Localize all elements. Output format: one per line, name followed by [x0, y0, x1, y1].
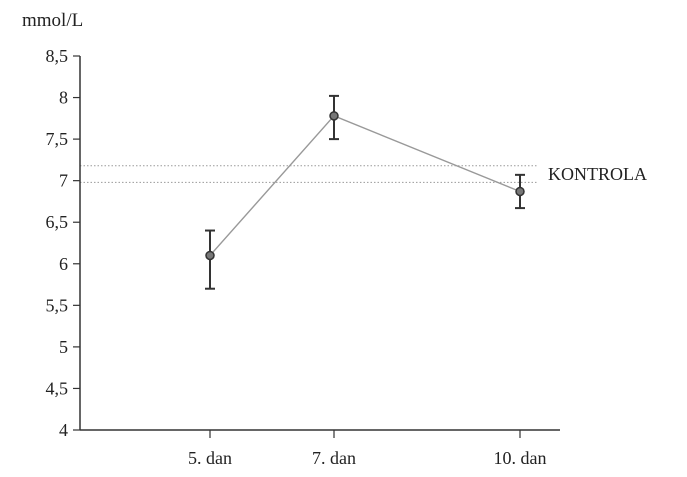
- y-tick-label: 5: [59, 337, 68, 357]
- y-tick-label: 4: [59, 420, 68, 440]
- x-tick-label: 5. dan: [188, 448, 232, 468]
- data-point: [205, 250, 215, 261]
- y-tick-label: 5,5: [46, 295, 69, 315]
- y-tick-label: 4,5: [46, 378, 69, 398]
- reference-band: KONTROLA: [80, 164, 647, 184]
- reference-label: KONTROLA: [548, 164, 647, 184]
- data-point: [515, 186, 525, 197]
- y-tick-label: 8,5: [46, 46, 69, 66]
- error-bars: [205, 94, 525, 290]
- series-polyline: [209, 115, 521, 256]
- data-point: [329, 111, 339, 121]
- y-tick-label: 6: [59, 254, 68, 274]
- series-line: [209, 115, 521, 256]
- x-axis-ticks: 5. dan 7. dan 10. dan: [188, 430, 547, 468]
- y-axis-unit-label: mmol/L: [22, 10, 83, 31]
- y-tick-label: 6,5: [46, 212, 69, 232]
- x-tick-label: 7. dan: [312, 448, 356, 468]
- y-tick-label: 8: [59, 88, 68, 108]
- y-tick-label: 7,5: [46, 129, 69, 149]
- x-tick-label: 10. dan: [494, 448, 547, 468]
- y-axis-ticks: 4 4,5 5 5,5 6 6,5 7 7,5 8 8,5: [46, 46, 80, 440]
- y-tick-label: 7: [59, 171, 68, 191]
- data-points: [205, 111, 525, 261]
